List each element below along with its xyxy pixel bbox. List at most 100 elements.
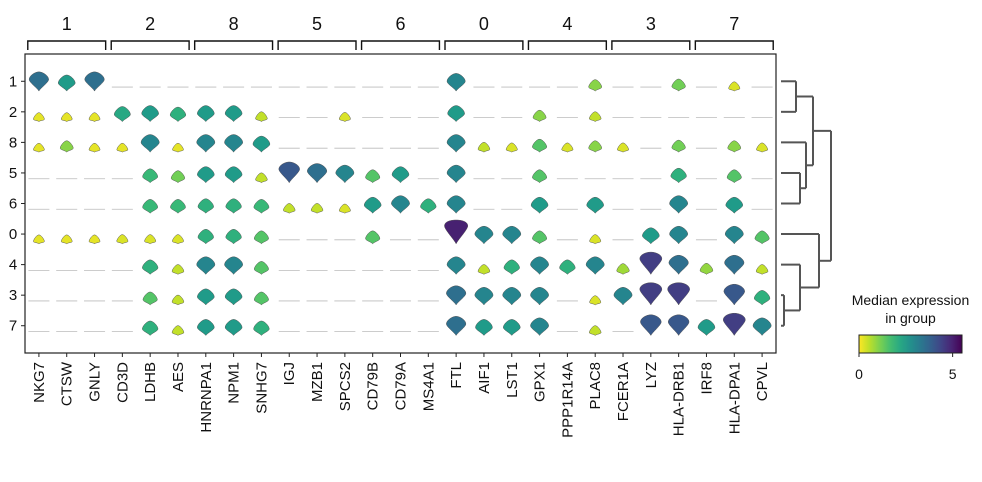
violin-mark <box>28 71 49 92</box>
violin-mark <box>670 167 687 184</box>
violin-mark <box>447 105 465 123</box>
violin-mark <box>84 71 105 92</box>
colorbar-tick-label: 0 <box>855 366 863 382</box>
violin-mark <box>169 106 187 123</box>
violin-mark <box>365 230 381 245</box>
group-bracket <box>277 40 357 50</box>
violin-mark <box>170 170 186 184</box>
row-label: 3 <box>9 287 17 304</box>
violin-mark <box>589 295 602 306</box>
gene-label: FTL <box>448 362 465 389</box>
violin-mark <box>667 282 690 306</box>
violin-mark <box>142 291 158 306</box>
violin-mark <box>446 256 466 275</box>
violin-mark <box>338 203 351 214</box>
gene-label: HLA-DRB1 <box>671 362 688 436</box>
violin-mark <box>253 261 269 275</box>
row-label: 1 <box>9 73 17 90</box>
gene-label: CPVL <box>754 362 771 401</box>
violin-mark <box>335 164 355 184</box>
violin-mark <box>613 287 633 306</box>
violin-mark <box>505 142 518 153</box>
violin-mark <box>283 203 296 214</box>
violin-mark <box>474 287 494 306</box>
group-label: 7 <box>729 14 739 34</box>
violin-mark <box>446 134 466 153</box>
violin-mark <box>116 142 129 153</box>
violin-mark <box>338 112 351 122</box>
row-label: 6 <box>9 196 17 213</box>
gene-label: PLAC8 <box>587 362 604 410</box>
violin-mark <box>142 168 158 184</box>
violin-mark <box>140 134 160 153</box>
violin-mark <box>446 73 466 92</box>
violin-mark <box>724 225 744 245</box>
violin-mark <box>671 78 686 92</box>
violin-mark <box>60 112 73 122</box>
gene-label: PPP1R14A <box>559 362 576 438</box>
violin-mark <box>561 142 574 153</box>
violin-mark <box>310 203 324 214</box>
row-label: 4 <box>9 257 17 274</box>
violin-mark <box>141 105 159 123</box>
violin-mark <box>196 256 216 275</box>
violin-mark <box>669 225 689 245</box>
violin-mark <box>253 291 269 306</box>
violin-mark <box>446 316 467 337</box>
violin-mark <box>171 325 185 336</box>
gene-label: CD79A <box>393 362 410 410</box>
group-bracket <box>611 40 691 50</box>
gene-label: LYZ <box>643 362 660 388</box>
violin-mark <box>724 254 745 275</box>
violin-mark <box>503 319 521 336</box>
group-label: 5 <box>312 14 322 34</box>
gene-label: SNHG7 <box>253 362 270 414</box>
violin-mark <box>559 259 576 275</box>
gene-label: LDHB <box>142 362 159 402</box>
violin-mark <box>114 106 131 123</box>
gene-label: AIF1 <box>476 362 493 394</box>
violin-mark <box>391 166 410 184</box>
violin-mark <box>503 259 520 275</box>
violin-mark <box>532 169 548 184</box>
group-label: 2 <box>145 14 155 34</box>
violin-mark <box>142 320 159 336</box>
violin-mark <box>477 264 491 275</box>
violin-mark <box>699 263 714 275</box>
violin-mark <box>532 230 548 245</box>
gene-label: GPX1 <box>532 362 549 402</box>
gene-label: AES <box>170 362 187 392</box>
violin-mark <box>668 254 689 275</box>
violin-mark <box>253 320 270 336</box>
violin-mark <box>365 169 381 184</box>
violin-mark <box>144 234 157 245</box>
violin-mark <box>671 139 686 153</box>
group-bracket <box>444 40 524 50</box>
violin-mark <box>639 282 663 306</box>
violin-mark <box>224 166 243 184</box>
violin-mark <box>532 109 547 123</box>
violin-mark <box>585 256 605 275</box>
violin-mark <box>33 142 45 153</box>
violin-mark <box>502 287 522 306</box>
violin-mark <box>697 319 716 336</box>
violin-mark <box>88 142 101 153</box>
violin-mark <box>639 251 663 276</box>
violin-mark <box>474 225 494 245</box>
violin-mark <box>88 234 101 245</box>
violin-mark <box>116 234 129 245</box>
violin-mark <box>617 142 629 153</box>
violin-mark <box>255 111 268 122</box>
violin-mark <box>640 314 662 337</box>
gene-label: NPM1 <box>226 362 243 404</box>
group-label: 4 <box>562 14 572 34</box>
violin-mark <box>420 198 437 214</box>
gene-label: NKG7 <box>31 362 48 403</box>
violin-mark <box>33 234 45 245</box>
dendrogram <box>781 80 832 327</box>
violin-mark <box>530 317 549 337</box>
violin-mark <box>142 199 158 214</box>
group-label: 8 <box>229 14 239 34</box>
violin-mark <box>668 314 690 337</box>
